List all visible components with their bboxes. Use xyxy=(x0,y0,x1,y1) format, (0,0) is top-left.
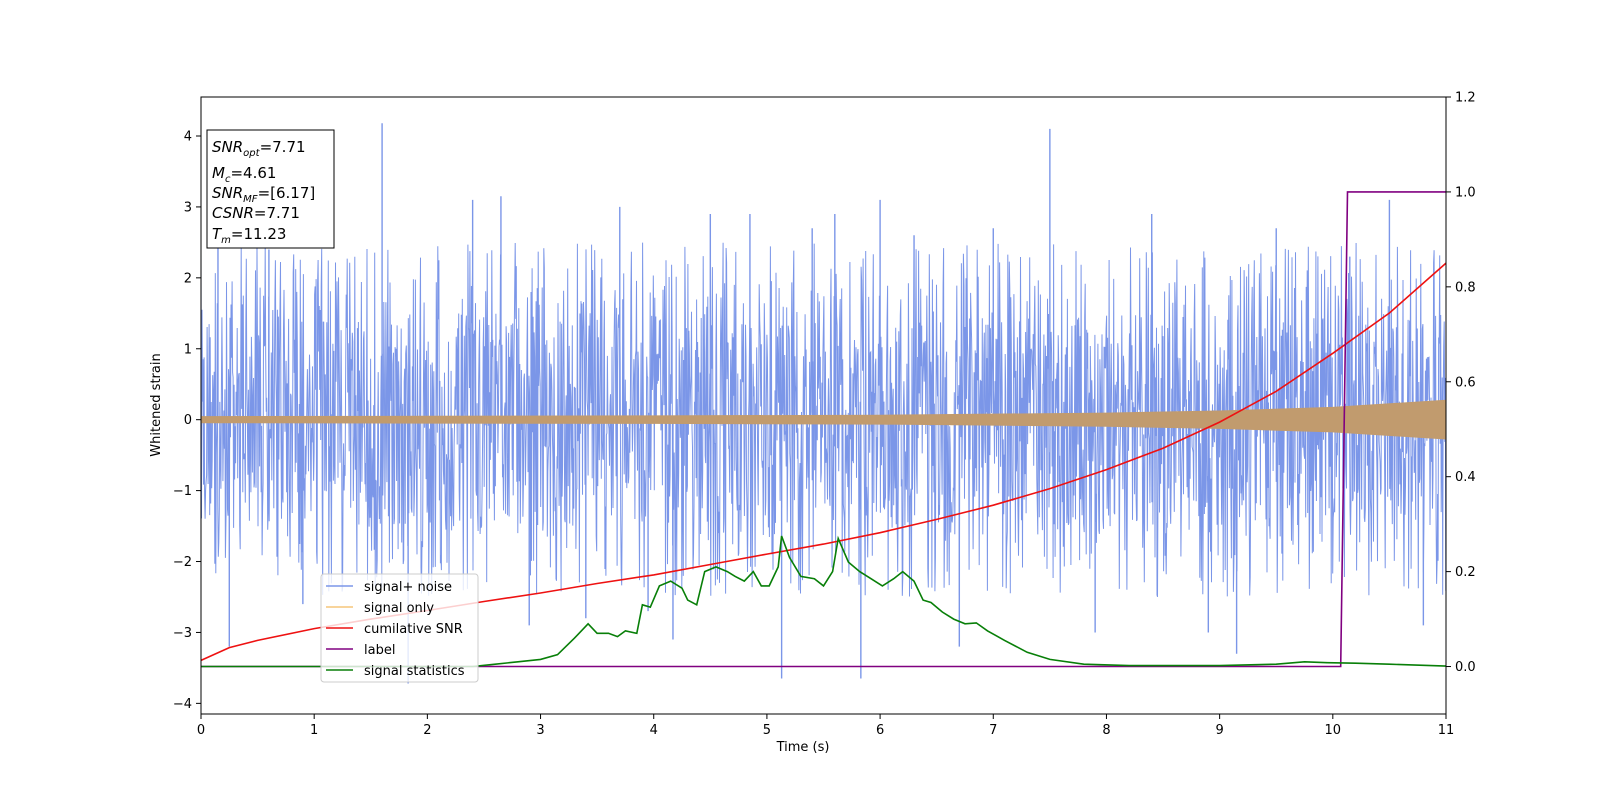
x-tick-label: 7 xyxy=(989,723,997,738)
x-tick-label: 3 xyxy=(536,723,544,738)
info-box-frame xyxy=(206,129,335,249)
y2-tick-label: 0.0 xyxy=(1455,660,1476,675)
x-axis-label: Time (s) xyxy=(776,740,830,755)
y-tick-label: −3 xyxy=(173,626,192,641)
x-tick-label: 5 xyxy=(763,723,771,738)
y2-tick-label: 0.6 xyxy=(1455,375,1476,390)
info-line: Tm=11.23 xyxy=(212,225,286,246)
noise-trace xyxy=(200,242,1447,598)
info-line: Mc=4.61 xyxy=(212,164,276,185)
x-tick-label: 0 xyxy=(197,723,205,738)
x-tick-label: 4 xyxy=(650,723,658,738)
x-tick-label: 11 xyxy=(1438,723,1455,738)
y2-tick-label: 0.2 xyxy=(1455,565,1476,580)
series-label xyxy=(201,191,1446,668)
info-line: SNRopt=7.71 xyxy=(212,138,306,159)
series-signal-statistics xyxy=(201,535,1447,668)
x-tick-label: 6 xyxy=(876,723,884,738)
info-line: SNRMF=[6.17] xyxy=(212,184,315,205)
x-tick-label: 1 xyxy=(310,723,318,738)
y2-tick-label: 0.8 xyxy=(1455,280,1476,295)
y2-tick-label: 1.0 xyxy=(1455,185,1476,200)
y-axis-label: Whitened strain xyxy=(149,353,164,456)
y-tick-label: 0 xyxy=(184,413,192,428)
y2-tick-label: 1.2 xyxy=(1455,91,1476,106)
x-tick-label: 9 xyxy=(1215,723,1223,738)
y-tick-label: 1 xyxy=(184,342,192,357)
legend-entry: signal only xyxy=(364,601,434,616)
x-tick-label: 8 xyxy=(1102,723,1110,738)
series-signal-only xyxy=(201,399,1446,440)
x-tick-label: 10 xyxy=(1325,723,1342,738)
legend-entry: signal+ noise xyxy=(364,580,452,595)
legend-entry: cumilative SNR xyxy=(364,622,463,637)
y-tick-label: 3 xyxy=(184,200,192,215)
y-tick-label: −2 xyxy=(173,555,192,570)
series-signal-noise xyxy=(200,123,1447,684)
y-tick-label: 2 xyxy=(184,271,192,286)
legend: signal+ noise signal only cumilative SNR la… xyxy=(320,573,479,683)
info-line: CSNR=7.71 xyxy=(212,204,300,222)
y-tick-label: 4 xyxy=(184,130,192,145)
legend-frame xyxy=(320,573,479,683)
y-tick-label: −1 xyxy=(173,484,192,499)
x-tick-label: 2 xyxy=(423,723,431,738)
legend-entry: label xyxy=(364,643,395,658)
plot-frame xyxy=(200,96,1447,715)
y2-tick-label: 0.4 xyxy=(1455,470,1476,485)
y-tick-label: −4 xyxy=(173,697,192,712)
signal-envelope xyxy=(201,399,1446,440)
legend-entry: signal statistics xyxy=(364,664,465,679)
